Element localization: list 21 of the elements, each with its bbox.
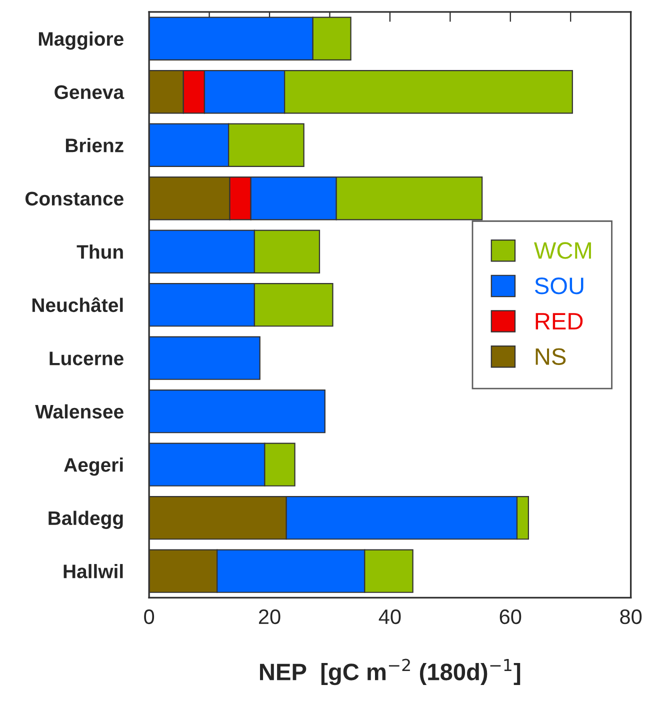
y-tick-label: Neuchâtel: [32, 297, 123, 312]
y-tick-label: Geneva: [54, 85, 124, 100]
x-tick-label: 60: [500, 609, 522, 624]
y-tick-label: Thun: [76, 244, 123, 259]
x-tick-label: 40: [378, 609, 401, 624]
y-tick-label: Walensee: [35, 404, 124, 419]
legend-label: SOU: [534, 278, 584, 294]
legend-label: NS: [536, 348, 566, 365]
x-tick-label: 0: [144, 609, 154, 624]
x-tick-label: 80: [620, 609, 642, 624]
y-tick-label: Maggiore: [38, 32, 124, 50]
x-tick-label: 20: [258, 609, 280, 624]
y-tick-label: Brienz: [66, 138, 124, 152]
x-axis-title: NEP [gC m$^{−2}$ (180d)$^{−1}$]: [260, 658, 520, 686]
y-tick-label: Hallwil: [64, 564, 123, 578]
y-tick-label: Constance: [25, 192, 124, 206]
legend-label: RED: [536, 313, 583, 330]
y-tick-label: Lucerne: [50, 352, 124, 366]
y-tick-label: Aegeri: [64, 458, 123, 476]
legend-label: WCM: [534, 242, 591, 259]
y-tick-label: Baldegg: [48, 510, 123, 529]
